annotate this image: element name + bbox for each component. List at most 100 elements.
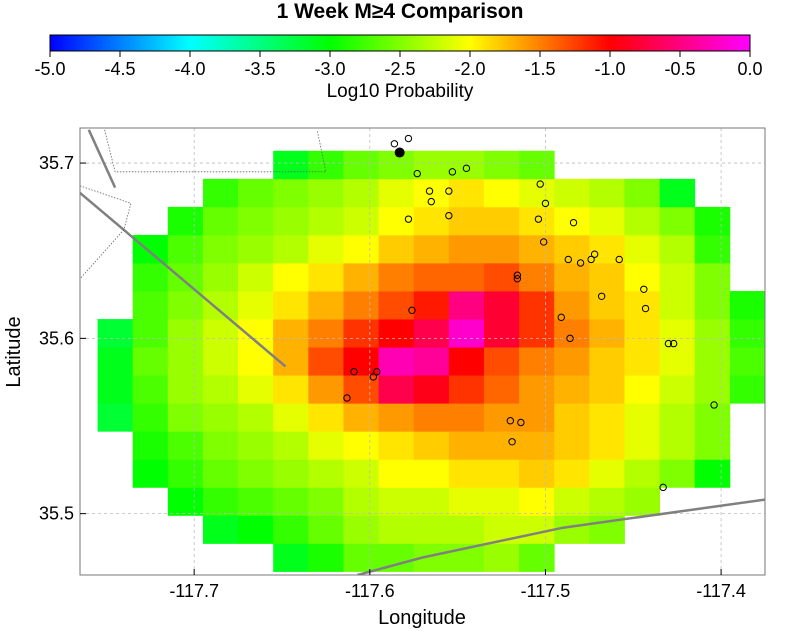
heatmap-cell [202,178,239,208]
heatmap-cell [132,319,169,348]
heatmap-cell [519,206,555,236]
event-marker [536,180,544,188]
heatmap-cell [238,375,274,404]
heatmap-cell [448,178,485,208]
heatmap-cell [132,234,169,264]
heatmap-cell [273,487,309,516]
heatmap-cell [659,375,696,404]
event-marker [462,164,471,173]
heatmap-cell [413,375,450,404]
event-marker [369,373,378,381]
heatmap-cell [729,347,765,376]
heatmap-cell [97,319,134,348]
heatmap-cell [308,543,344,572]
heatmap-cell [343,262,379,292]
heatmap-cell [519,459,555,488]
event-marker [569,218,578,227]
y-axis-label: Latitude [3,316,25,387]
heatmap-cell [132,431,169,460]
heatmap-cell [202,234,239,264]
colorbar-ticks: -5.0 -4.5 -4.0 -3.5 -3.0 -2.5 -2.0 -1.5 -1.0 -0.5… [34,51,763,79]
heatmap-cell [343,431,379,460]
heatmap-cell [589,206,625,236]
fault-line [357,498,765,575]
heatmap-cell [238,291,274,320]
heatmap-cell [448,234,485,264]
heatmap-cell [483,543,520,572]
heatmap-cell [589,487,625,516]
heatmap-cell [519,543,555,572]
heatmap-cell [167,431,204,460]
heatmap-cell [413,347,450,376]
x-axis-label: Longitude [378,607,466,629]
boundary-line [104,129,327,173]
heatmap-cell [729,375,765,404]
heatmap-cell [519,487,555,516]
heatmap-cell [308,431,344,460]
heatmap-cell [554,262,590,292]
colorbar-tick-label: 0.0 [737,59,762,79]
heatmap-cell [483,262,520,292]
heatmap-cell [97,403,134,432]
heatmap-cell [694,234,731,264]
heatmap-cell [659,431,696,460]
colorbar-tick-label: -1.0 [594,59,625,79]
heatmap-cell [238,403,274,432]
heatmap-cell [308,403,344,432]
heatmap-cell [448,206,485,236]
heatmap-cell [343,487,379,516]
heatmap-cell [729,291,765,320]
heatmap-cell [167,319,204,348]
event-marker [669,339,678,348]
heatmap-cell [554,459,590,488]
event-marker [640,285,648,293]
heatmap-cell [378,515,415,544]
heatmap-cell [448,319,485,348]
heatmap-cell [202,459,239,488]
heatmap-cell [308,347,344,376]
y-tick-label: 35.7 [39,153,74,173]
heatmap-cell [483,487,520,516]
fault-lines [80,129,765,575]
heatmap-cell [483,150,520,180]
heatmap-cell [624,291,661,320]
event-marker [664,339,673,348]
event-marker [506,417,515,425]
plot-area [79,127,766,576]
heatmap-cell [519,262,555,292]
heatmap-cell [448,403,485,432]
heatmap-cell [589,291,625,320]
heatmap-cell [167,234,204,264]
heatmap-cell [519,403,555,432]
heatmap-cell [343,178,379,208]
heatmap-cell [378,487,415,516]
heatmap-cell [554,319,590,348]
heatmap-cell [694,375,731,404]
heatmap-cell [378,234,415,264]
heatmap-cell [589,347,625,376]
event-marker [445,211,453,220]
heatmap-cell [343,515,379,544]
heatmap-cell [448,431,485,460]
heatmap-cell [238,487,274,516]
event-marker [517,418,525,427]
heatmap-cell [448,487,485,516]
heatmap-cell [97,347,134,376]
heatmap-cell [413,319,450,348]
heatmap-cell [343,543,379,572]
heatmap-cell [308,515,344,544]
boundary-line [80,185,132,280]
chart-title: 1 Week M≥4 Comparison [277,0,524,23]
heatmap-cell [202,375,239,404]
heatmap-cell [378,375,415,404]
heatmap-cell [308,206,344,236]
heatmap-cell [378,403,415,432]
colorbar-tick-label: -5.0 [34,59,65,79]
heatmap-cell [308,319,344,348]
heatmap-cell [694,319,731,348]
event-marker [408,306,416,315]
heatmap-cell [202,262,239,292]
heatmap-cell [273,543,309,572]
heatmap-cell [378,347,415,376]
heatmap-cell [694,262,731,292]
